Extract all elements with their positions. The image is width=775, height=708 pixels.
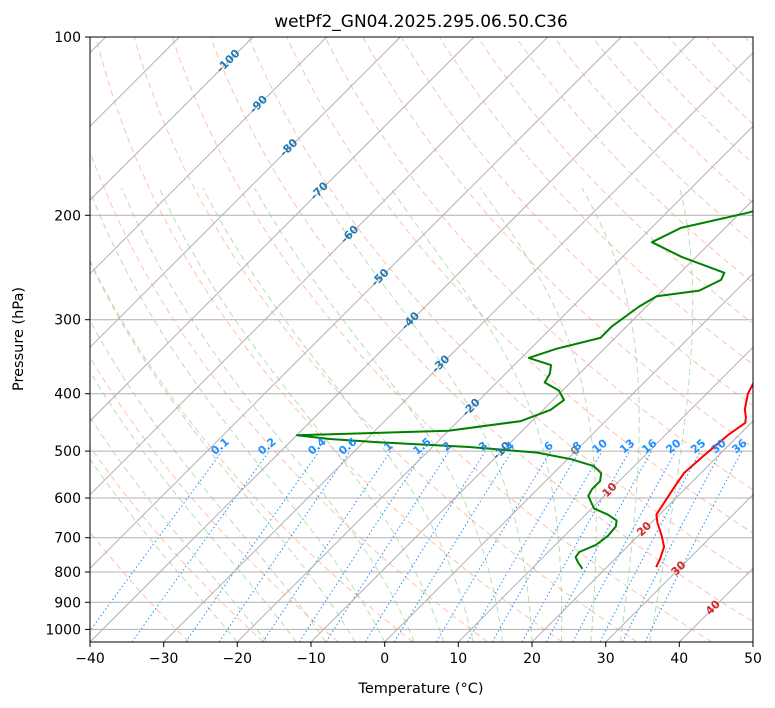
x-tick-label: −20 — [223, 651, 253, 667]
mixing-ratio-line — [521, 450, 630, 642]
isotherm-line — [90, 37, 401, 349]
isotherm-line — [236, 125, 753, 642]
dry-adiabat-line — [171, 37, 712, 642]
y-tick-label: 1000 — [45, 622, 81, 638]
x-tick-label: 40 — [670, 651, 688, 667]
y-tick-label: 100 — [54, 30, 81, 46]
isotherm-line — [90, 37, 696, 642]
dry-adiabat-line — [248, 37, 753, 578]
x-axis: −40 −30 −20 −10 0 10 20 30 40 50 — [75, 642, 762, 667]
x-tick-label: 10 — [449, 651, 467, 667]
x-tick-label: −40 — [75, 651, 105, 667]
x-tick-label: 30 — [597, 651, 615, 667]
moist-adiabat-line — [90, 458, 238, 642]
mixing-ratio-line — [218, 450, 351, 642]
mixing-ratio-line — [364, 450, 486, 642]
moist-adiabat-line — [121, 188, 415, 642]
moist-adiabat-line — [90, 189, 386, 642]
y-axis: 1000 900 800 700 600 500 400 300 200 100 — [45, 30, 90, 638]
dry-adiabat-line — [629, 37, 753, 165]
y-tick-label: 500 — [54, 444, 81, 460]
temperature-profile-line — [655, 381, 753, 568]
mixing-ratio-line — [131, 450, 270, 642]
dry-adiabat-line — [210, 37, 753, 623]
moist-adiabat-line — [480, 187, 597, 642]
moist-adiabat-line — [90, 319, 327, 642]
dry-adiabats — [90, 37, 753, 642]
y-tick-label: 800 — [54, 565, 81, 581]
y-tick-label: 200 — [54, 208, 81, 224]
y-tick-label: 400 — [54, 387, 81, 403]
mixing-ratio-line — [393, 450, 513, 642]
isotherm-line — [163, 51, 753, 642]
dry-adiabat-line — [95, 37, 563, 642]
isotherm-line — [90, 37, 328, 275]
isotherm-line — [90, 37, 549, 496]
mixing-ratio-line — [325, 450, 450, 642]
mixing-ratio-line — [491, 450, 603, 642]
y-axis-title: Pressure (hPa) — [11, 287, 27, 391]
dry-adiabat-line — [515, 37, 753, 284]
chart-title: wetPf2_GN04.2025.295.06.50.C36 — [274, 12, 568, 32]
plot-area: -100-90-80-70-60-50-40-30-20-10 010203040… — [90, 37, 753, 642]
moist-adiabat-line — [315, 187, 533, 642]
x-tick-label: 0 — [380, 651, 389, 667]
mixing-ratio-line — [572, 450, 677, 642]
moist-adiabat-line — [202, 187, 474, 642]
dry-adiabat-line — [133, 37, 638, 642]
x-tick-label: −30 — [149, 651, 179, 667]
isotherm-lines — [90, 37, 753, 642]
mixing-ratio-line — [185, 450, 320, 642]
dewpoint-profile-line — [295, 210, 753, 570]
y-tick-label: 700 — [54, 531, 81, 547]
mixing-ratio-line — [467, 450, 580, 642]
y-tick-label: 600 — [54, 491, 81, 507]
isotherm-line — [457, 346, 753, 642]
moist-adiabat-line — [90, 260, 356, 642]
isotherm-line — [531, 420, 753, 642]
dry-adiabat-line — [477, 37, 753, 325]
dry-adiabat-line — [591, 37, 753, 204]
dry-adiabat-line — [324, 37, 753, 491]
moist-adiabat-line — [390, 187, 563, 642]
isotherm-line — [90, 37, 622, 570]
pressure-gridlines — [90, 37, 753, 630]
dry-adiabat-line — [90, 445, 264, 642]
isotherm-line — [90, 37, 475, 422]
mixing-ratio-line — [90, 450, 223, 632]
x-tick-label: −10 — [296, 651, 326, 667]
y-tick-label: 300 — [54, 313, 81, 329]
moist-adiabat-line — [649, 188, 694, 642]
x-axis-title: Temperature (°C) — [357, 681, 483, 697]
sounding-profiles — [295, 210, 753, 570]
y-tick-label: 900 — [54, 595, 81, 611]
isotherm-line — [384, 272, 753, 642]
dry-adiabat-line — [90, 259, 414, 642]
x-tick-label: 50 — [744, 651, 762, 667]
isotherm-line — [310, 199, 753, 642]
mixing-ratio-line — [435, 450, 552, 642]
dry-adiabat-line — [400, 37, 753, 407]
x-tick-label: 20 — [523, 651, 541, 667]
isotherm-line — [90, 37, 254, 201]
moist-adiabat-line — [254, 187, 503, 642]
plot-frame — [89, 36, 754, 643]
isotherm-line — [605, 493, 753, 642]
moist-adiabat-line — [581, 187, 640, 642]
